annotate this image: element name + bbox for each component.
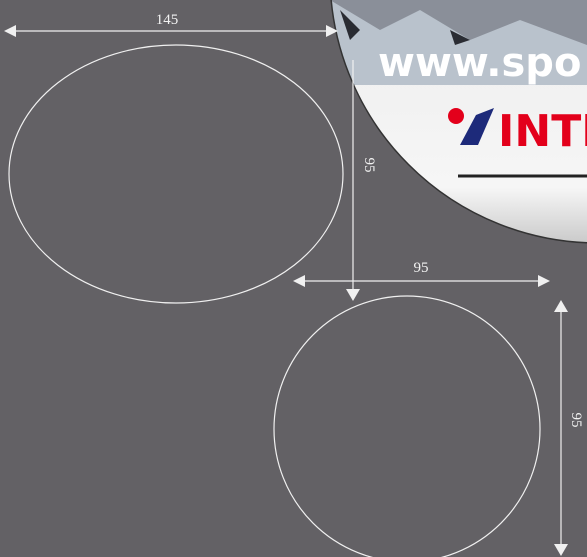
badge-url: www.spo [378,40,581,86]
badge-brand: INTE [498,106,587,157]
logo-dot [448,108,464,124]
dimension-label: 95 [361,158,377,173]
dimension-label: 145 [156,12,179,28]
dimension-label: 95 [414,260,429,276]
dimension-label: 95 [568,413,584,428]
sticker-diagram: www.spo INTE 145 95 95 95 [0,0,587,557]
